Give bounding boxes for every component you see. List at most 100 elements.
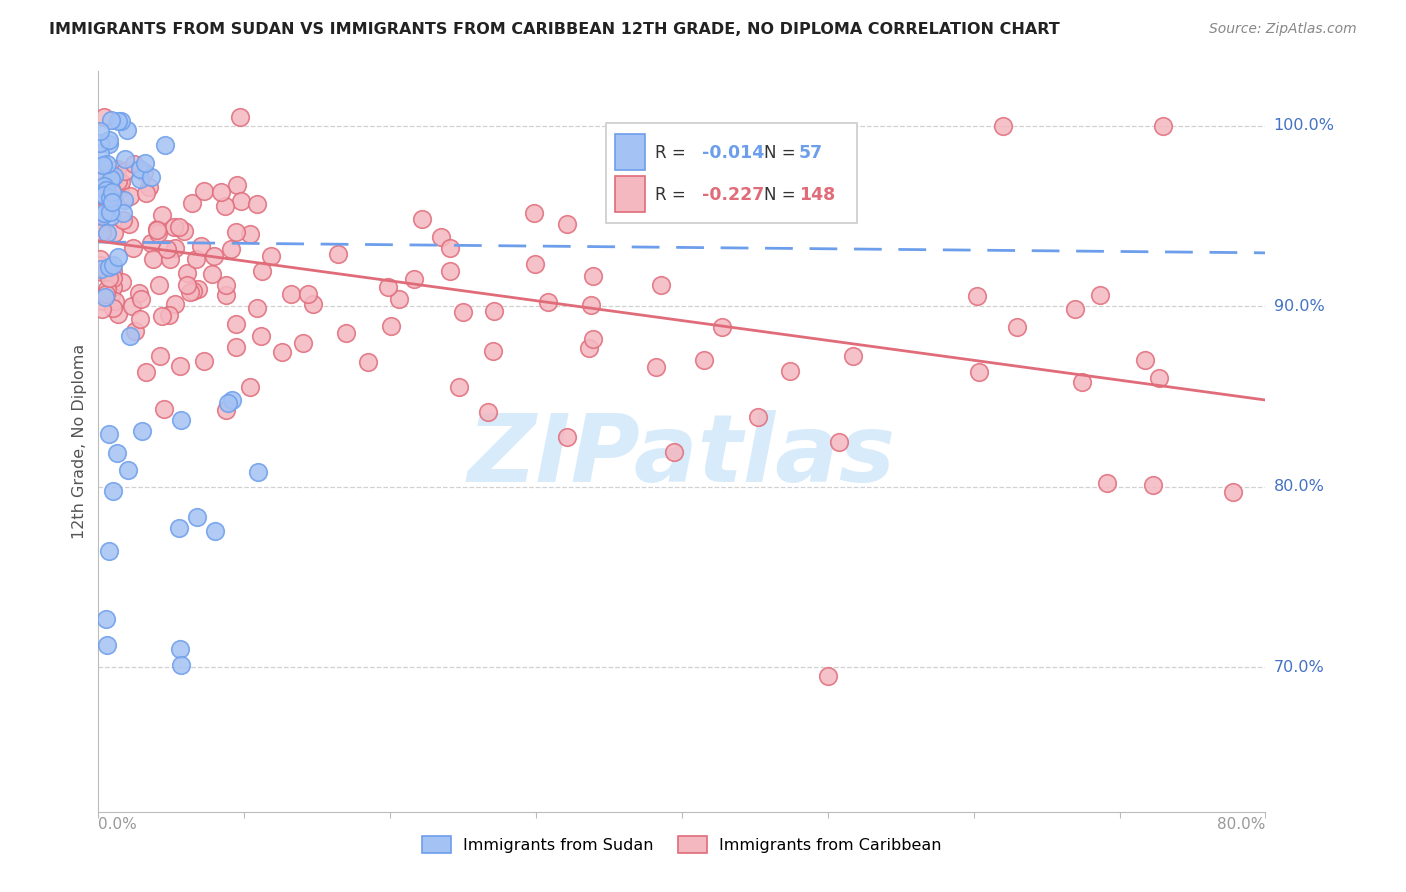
Point (167, 219, 190, 234)
Point (215, 287, 238, 301)
Point (114, 153, 136, 167)
Point (98, 260, 121, 275)
Point (193, 184, 215, 198)
Point (246, 196, 269, 211)
Point (107, 307, 129, 321)
Point (94, 264, 117, 278)
Point (1152, 119, 1174, 133)
Point (120, 328, 142, 343)
Point (98, 270, 121, 285)
Point (747, 410, 769, 425)
Point (335, 326, 357, 340)
Point (90, 262, 112, 277)
Point (89, 224, 111, 238)
Point (1133, 352, 1156, 367)
Point (100, 288, 122, 302)
Point (149, 349, 172, 363)
Point (817, 669, 839, 683)
Point (91, 225, 114, 239)
Point (326, 246, 349, 260)
Point (94, 290, 117, 304)
Text: 100.0%: 100.0% (1274, 118, 1334, 133)
Point (139, 170, 162, 185)
Point (582, 268, 605, 283)
Point (190, 239, 212, 253)
Point (555, 430, 578, 444)
Point (90, 294, 112, 309)
Point (101, 263, 124, 277)
Point (186, 252, 208, 267)
Text: 90.0%: 90.0% (1274, 299, 1324, 314)
Point (280, 287, 302, 301)
Point (96, 282, 118, 296)
Point (89, 146, 111, 161)
Point (129, 312, 152, 326)
Point (145, 223, 167, 237)
Point (101, 271, 124, 285)
Point (250, 264, 273, 278)
Point (578, 341, 600, 355)
Point (105, 446, 128, 460)
Point (842, 349, 865, 363)
Point (96, 638, 118, 652)
Point (110, 181, 132, 195)
Point (155, 138, 177, 153)
Point (129, 172, 152, 186)
Point (115, 123, 138, 137)
Point (132, 165, 155, 179)
Point (128, 285, 150, 300)
Point (118, 217, 141, 231)
Point (991, 119, 1014, 133)
Point (107, 250, 129, 264)
Point (103, 258, 125, 272)
Point (250, 329, 273, 343)
Point (145, 222, 167, 236)
Point (103, 301, 125, 315)
Point (170, 413, 193, 427)
Point (118, 189, 141, 203)
Text: Source: ZipAtlas.com: Source: ZipAtlas.com (1209, 22, 1357, 37)
Point (139, 235, 162, 250)
Point (157, 308, 180, 322)
Text: 70.0%: 70.0% (1274, 660, 1324, 674)
Point (156, 242, 179, 256)
Point (124, 324, 146, 338)
Text: IMMIGRANTS FROM SUDAN VS IMMIGRANTS FROM CARIBBEAN 12TH GRADE, NO DIPLOMA CORREL: IMMIGRANTS FROM SUDAN VS IMMIGRANTS FROM… (49, 22, 1060, 37)
Point (225, 340, 247, 354)
Point (103, 169, 125, 183)
Point (169, 521, 191, 535)
Point (165, 297, 187, 311)
Point (91, 172, 114, 186)
Point (114, 164, 136, 178)
Point (90, 203, 112, 218)
Point (693, 353, 716, 368)
Point (225, 178, 247, 192)
Point (246, 301, 269, 315)
Point (388, 292, 411, 306)
Point (121, 241, 143, 255)
Point (969, 365, 991, 379)
Point (101, 184, 124, 198)
Point (477, 405, 499, 419)
Text: 80.0%: 80.0% (1274, 479, 1324, 494)
Point (404, 272, 426, 286)
Point (186, 509, 208, 524)
Point (89, 206, 111, 220)
Point (827, 435, 849, 450)
Point (217, 396, 239, 410)
Point (93, 188, 115, 202)
Point (201, 267, 224, 281)
Point (439, 264, 461, 278)
Point (202, 249, 225, 263)
Point (662, 445, 685, 459)
Point (103, 226, 125, 240)
Point (170, 657, 193, 672)
Point (148, 277, 170, 292)
Point (98, 427, 121, 442)
Point (94, 612, 117, 626)
Point (89, 258, 111, 272)
Point (89, 124, 111, 138)
Point (138, 179, 160, 194)
Point (91, 158, 114, 172)
Point (163, 219, 186, 234)
